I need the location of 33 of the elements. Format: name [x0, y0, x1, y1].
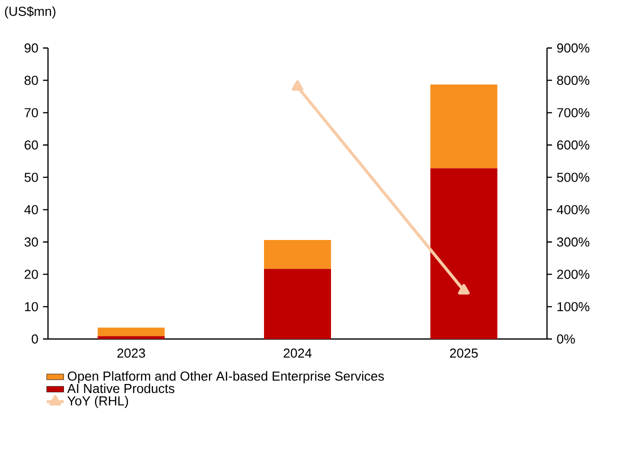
y2-tick-label: 100% — [558, 302, 590, 312]
bar — [98, 336, 165, 339]
legend-label: YoY (RHL) — [67, 396, 128, 408]
y-tick-label: 20 — [24, 270, 38, 279]
y2-tick-label: 600% — [557, 140, 590, 150]
x-tick-label: 2025 — [450, 348, 478, 358]
y-tick-label: 70 — [24, 108, 38, 118]
bar — [264, 240, 332, 269]
x-tick-label: 2023 — [117, 348, 146, 358]
y2-tick-label: 900% — [557, 43, 590, 53]
bar — [430, 168, 498, 339]
y-tick-label: 40 — [24, 205, 38, 214]
legend-label: AI Native Products — [67, 384, 174, 394]
y2-tick-label: 500% — [557, 172, 590, 182]
bar — [430, 84, 498, 168]
legend-label: Open Platform and Other AI-based Enterprise Services — [68, 371, 384, 384]
y-tick-label: 0 — [32, 334, 38, 344]
y2-tick-label: 700% — [557, 108, 590, 118]
bar — [98, 328, 165, 336]
y-axis-title: (US$mn) — [5, 6, 56, 19]
y-tick-label: 10 — [24, 302, 38, 312]
x-tick-label: 2024 — [284, 348, 312, 358]
y-tick-label: 50 — [24, 172, 38, 182]
y2-tick-label: 300% — [557, 237, 590, 247]
y2-tick-label: 400% — [556, 205, 590, 214]
y2-tick-label: 200% — [557, 270, 590, 279]
y2-tick-label: 800% — [557, 76, 590, 85]
y-tick-label: 30 — [24, 237, 38, 247]
bar — [264, 268, 332, 339]
y-tick-label: 80 — [24, 76, 38, 85]
y2-tick-label: 0% — [557, 334, 575, 344]
y-tick-label: 60 — [24, 140, 38, 150]
y-tick-label: 90 — [24, 43, 38, 53]
